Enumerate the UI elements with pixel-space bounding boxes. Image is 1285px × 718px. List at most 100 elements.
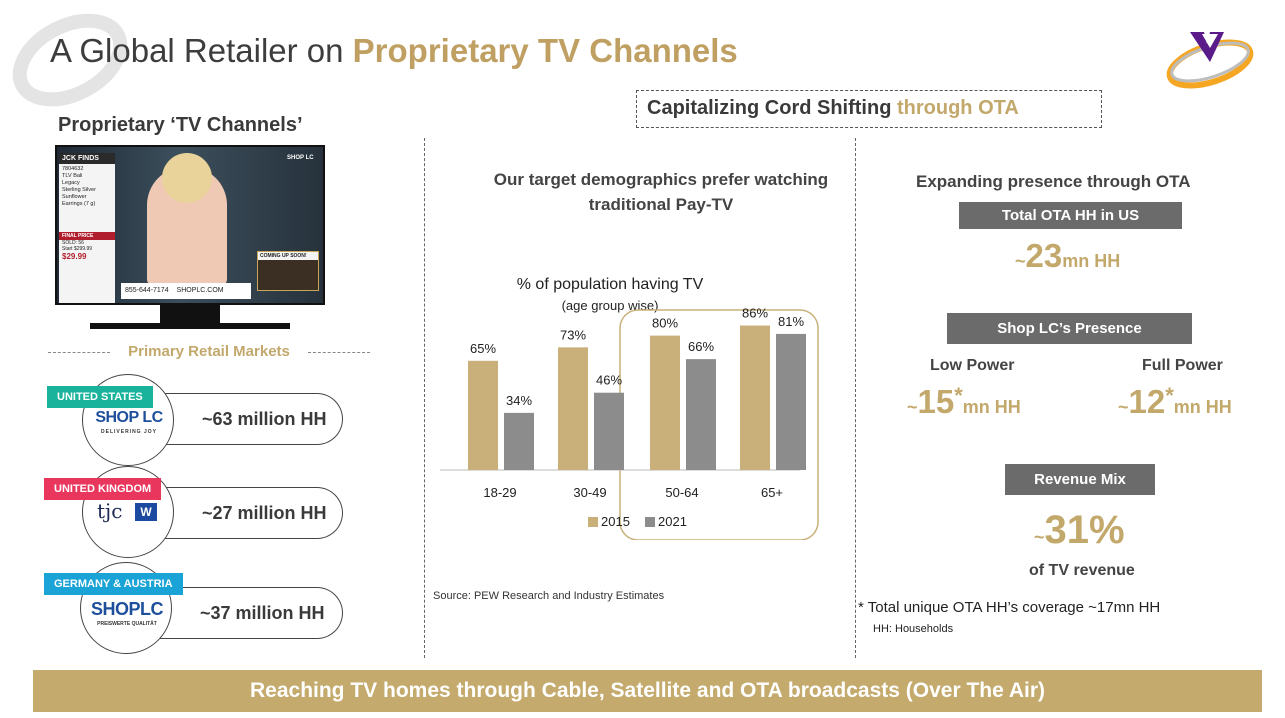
legend-label-2021: 2021 — [658, 514, 687, 529]
company-logo — [1166, 32, 1254, 89]
start-price: Start $299.99 — [62, 246, 93, 252]
data-label-2021-30-49: 46% — [596, 373, 622, 388]
bar-2015-30-49 — [558, 347, 588, 470]
hh-definition: HH: Households — [873, 623, 954, 635]
tv-site: SHOPLC.COM — [176, 287, 224, 294]
bar-2021-18-29 — [504, 412, 534, 470]
shoplc-us-logo-text: SHOP LC — [95, 409, 163, 426]
category-label-30-49: 30-49 — [573, 485, 606, 500]
ota-footnote: * Total unique OTA HH’s coverage ~17mn H… — [858, 599, 1161, 616]
data-label-2015-50-64: 80% — [652, 316, 678, 331]
total-ota-prefix: ~ — [1015, 251, 1026, 271]
tv-stand — [90, 323, 290, 329]
shoplc-de-logo-text: SHOPLC — [90, 599, 164, 619]
market-de-pill — [128, 587, 343, 639]
tv-item-line: Earrings (7 g) — [62, 201, 96, 207]
market-tag-us: UNITED STATES — [47, 386, 153, 408]
presence-label: Shop LC’s Presence — [947, 313, 1192, 344]
tv-contact-bar: 855-644-7174 SHOPLC.COM — [121, 283, 251, 299]
primary-markets-label: Primary Retail Markets — [48, 343, 370, 360]
revenue-mix-label: Revenue Mix — [1005, 464, 1155, 495]
total-ota-number: 23 — [1025, 237, 1063, 274]
low-power-number: 15 — [917, 383, 955, 420]
title-plain: A Global Retailer on — [50, 32, 353, 69]
tv-channels-heading: Proprietary ‘TV Channels’ — [58, 114, 303, 136]
product-info-panel: JCK FINDS 7804632 TLV Bali Legacy Sterling … — [59, 153, 115, 303]
coming-up-label: COMING UP SOON! — [258, 252, 318, 260]
bar-2015-50-64 — [650, 335, 680, 470]
data-label-2021-50-64: 66% — [688, 339, 714, 354]
tv-phone: 855-644-7174 — [125, 287, 169, 294]
full-power-star: * — [1165, 383, 1174, 408]
ota-callout-plain: Capitalizing Cord Shifting — [647, 97, 897, 119]
price-label: FINAL PRICE — [59, 232, 115, 240]
tv-screen: JCK FINDS 7804632 TLV Bali Legacy Sterling … — [55, 145, 325, 305]
bar-2021-50-64 — [686, 359, 716, 470]
full-power-number: 12 — [1128, 383, 1166, 420]
divider-right — [855, 138, 856, 658]
item-lines: 7804632 TLV Bali Legacy Sterling Silver Sunf… — [59, 164, 115, 210]
shoplc-us-tagline: DELIVERING JOY — [101, 429, 157, 435]
shoplc-de-tagline: PREISWERTE QUALITÄT — [97, 621, 157, 627]
low-power-prefix: ~ — [907, 397, 918, 417]
ota-presence-heading: Expanding presence through OTA — [916, 172, 1191, 191]
divider-left — [424, 138, 425, 658]
bar-2015-65+ — [740, 325, 770, 470]
ota-callout-box: Capitalizing Cord Shifting through OTA — [636, 90, 1102, 128]
low-power-star: * — [954, 383, 963, 408]
demographics-heading: Our target demographics prefer watching … — [493, 170, 829, 214]
category-label-18-29: 18-29 — [483, 485, 516, 500]
data-label-2021-18-29: 34% — [506, 393, 532, 408]
final-price: $29.99 — [62, 252, 87, 261]
title-highlight: Proprietary TV Channels — [352, 32, 738, 69]
low-power-value: ~15*mn HH — [907, 383, 1021, 421]
full-power-prefix: ~ — [1118, 397, 1129, 417]
legend-swatch-2021 — [645, 517, 655, 527]
tjc-logo-text: tjc — [97, 499, 123, 523]
tv-item-line: TLV Bali — [62, 173, 83, 179]
market-uk-households: ~27 million HH — [202, 503, 327, 523]
ota-callout-highlight: through OTA — [896, 97, 1019, 119]
brand-box: JCK FINDS — [59, 153, 115, 164]
market-uk-pill — [128, 487, 343, 539]
tv-item-line: Sterling Silver — [62, 187, 96, 193]
total-ota-value: ~23mn HH — [1015, 237, 1120, 275]
bar-2015-18-29 — [468, 360, 498, 470]
legend-label-2015: 2015 — [601, 514, 630, 529]
revenue-mix-caption: of TV revenue — [1029, 562, 1135, 579]
chart-title: % of population having TV — [516, 276, 704, 293]
data-label-2015-65+: 86% — [742, 306, 768, 321]
full-power-unit: mn HH — [1173, 397, 1232, 417]
data-label-2015-18-29: 65% — [470, 341, 496, 356]
tv-item-line: Legacy — [62, 180, 80, 186]
low-power-label: Low Power — [930, 357, 1015, 374]
data-label-2015-30-49: 73% — [560, 327, 586, 342]
footer-banner: Reaching TV homes through Cable, Satelli… — [33, 670, 1262, 712]
channel-bug: SHOP LC — [287, 155, 314, 161]
data-label-2021-65+: 81% — [778, 314, 804, 329]
market-tag-uk: UNITED KINGDOM — [44, 478, 162, 500]
page-title: A Global Retailer on Proprietary TV Chan… — [50, 32, 738, 70]
revenue-mix-prefix: ~ — [1034, 527, 1045, 547]
tv-item-line: Sunflower — [62, 194, 87, 200]
source-note: Source: PEW Research and Industry Estima… — [433, 590, 665, 602]
total-ota-label: Total OTA HH in US — [959, 202, 1182, 229]
sold-count: SOLD: 56 — [62, 240, 84, 246]
chart-subtitle: (age group wise) — [561, 298, 659, 313]
tjc-logo-mark: W — [135, 503, 157, 521]
category-label-50-64: 50-64 — [665, 485, 698, 500]
full-power-value: ~12*mn HH — [1118, 383, 1232, 421]
coming-up-panel: COMING UP SOON! — [257, 251, 319, 291]
tv-ownership-bar-chart: 65% 34% 18-29 73% 46% 30-49 80% 66% 50-64 86% 81% 6… — [440, 306, 819, 540]
background-swoosh-graphic — [12, 13, 128, 107]
primary-markets-text: Primary Retail Markets — [128, 343, 290, 360]
legend-swatch-2015 — [588, 517, 598, 527]
full-power-label: Full Power — [1142, 357, 1223, 374]
market-us-households: ~63 million HH — [202, 409, 327, 429]
bar-2021-65+ — [776, 333, 806, 470]
tv-item-line: 7804632 — [62, 166, 84, 172]
total-ota-unit: mn HH — [1062, 251, 1121, 271]
tv-screenshot: JCK FINDS 7804632 TLV Bali Legacy Sterling … — [55, 145, 325, 332]
revenue-mix-number: 31% — [1044, 508, 1125, 552]
bar-2021-30-49 — [594, 392, 624, 470]
